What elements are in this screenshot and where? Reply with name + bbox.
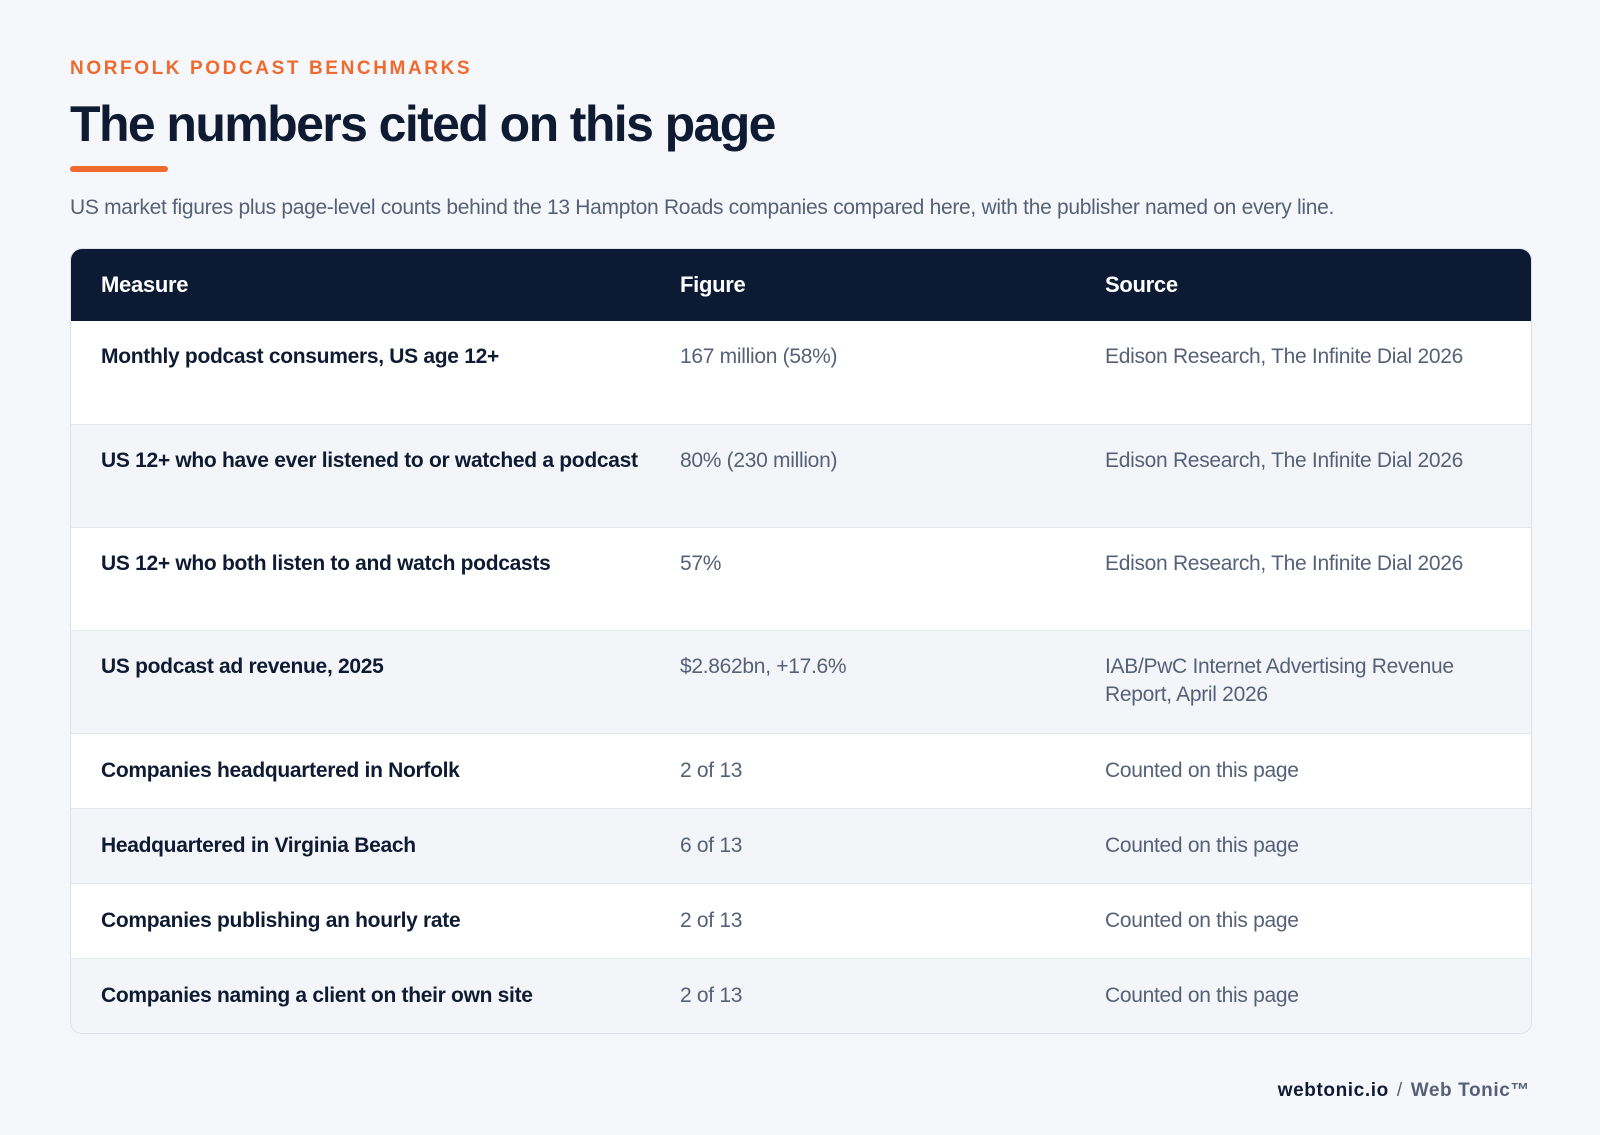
page-subtitle: US market figures plus page-level counts… [70, 196, 1334, 219]
table-header: Measure Figure Source [71, 249, 1531, 321]
table-row: Companies naming a client on their own s… [71, 958, 1531, 1033]
cell-figure: 2 of 13 [680, 909, 743, 932]
footer-domain-link[interactable]: webtonic.io [1277, 1080, 1389, 1101]
footer-credit: webtonic.io / Web Tonic™ [1278, 1080, 1530, 1102]
cell-figure: 80% (230 million) [680, 449, 838, 472]
cell-figure: 2 of 13 [680, 759, 743, 782]
footer-brand: Web Tonic™ [1410, 1080, 1530, 1101]
cell-source: Counted on this page [1105, 984, 1299, 1007]
cell-figure: 6 of 13 [680, 834, 743, 857]
cell-measure: US 12+ who both listen to and watch podc… [101, 552, 551, 575]
cell-measure: Monthly podcast consumers, US age 12+ [101, 345, 499, 368]
column-header-figure: Figure [680, 272, 746, 297]
page-title: The numbers cited on this page [70, 96, 776, 152]
cell-measure: Companies publishing an hourly rate [101, 909, 461, 932]
table-body: Monthly podcast consumers, US age 12+ 16… [71, 321, 1531, 1033]
cell-source: Edison Research, The Infinite Dial 2026 [1105, 345, 1463, 368]
table-row: US 12+ who both listen to and watch podc… [71, 527, 1531, 630]
cell-source: Counted on this page [1105, 834, 1299, 857]
table-row: Monthly podcast consumers, US age 12+ 16… [71, 321, 1531, 424]
cell-source: IAB/PwC Internet Advertising Revenue Rep… [1105, 655, 1454, 706]
cell-measure: Companies headquartered in Norfolk [101, 759, 460, 782]
benchmarks-table: Measure Figure Source Monthly podcast co… [70, 248, 1532, 1034]
eyebrow-label: NORFOLK PODCAST BENCHMARKS [70, 58, 473, 79]
table-row: Headquartered in Virginia Beach 6 of 13 … [71, 808, 1531, 883]
cell-measure: Companies naming a client on their own s… [101, 984, 533, 1007]
cell-figure: $2.862bn, +17.6% [680, 655, 847, 678]
cell-measure: US podcast ad revenue, 2025 [101, 655, 384, 678]
table-row: US podcast ad revenue, 2025 $2.862bn, +1… [71, 630, 1531, 733]
cell-figure: 57% [680, 552, 722, 575]
cell-figure: 2 of 13 [680, 984, 743, 1007]
column-header-source: Source [1105, 272, 1178, 297]
title-accent-bar [70, 166, 168, 172]
cell-measure: Headquartered in Virginia Beach [101, 834, 416, 857]
table-row: Companies publishing an hourly rate 2 of… [71, 883, 1531, 958]
cell-source: Counted on this page [1105, 759, 1299, 782]
cell-source: Edison Research, The Infinite Dial 2026 [1105, 449, 1463, 472]
table-row: US 12+ who have ever listened to or watc… [71, 424, 1531, 527]
column-header-measure: Measure [101, 272, 189, 297]
cell-source: Counted on this page [1105, 909, 1299, 932]
cell-measure: US 12+ who have ever listened to or watc… [101, 449, 638, 472]
table-row: Companies headquartered in Norfolk 2 of … [71, 733, 1531, 808]
cell-source: Edison Research, The Infinite Dial 2026 [1105, 552, 1463, 575]
cell-figure: 167 million (58%) [680, 345, 838, 368]
footer-separator: / [1396, 1080, 1403, 1101]
